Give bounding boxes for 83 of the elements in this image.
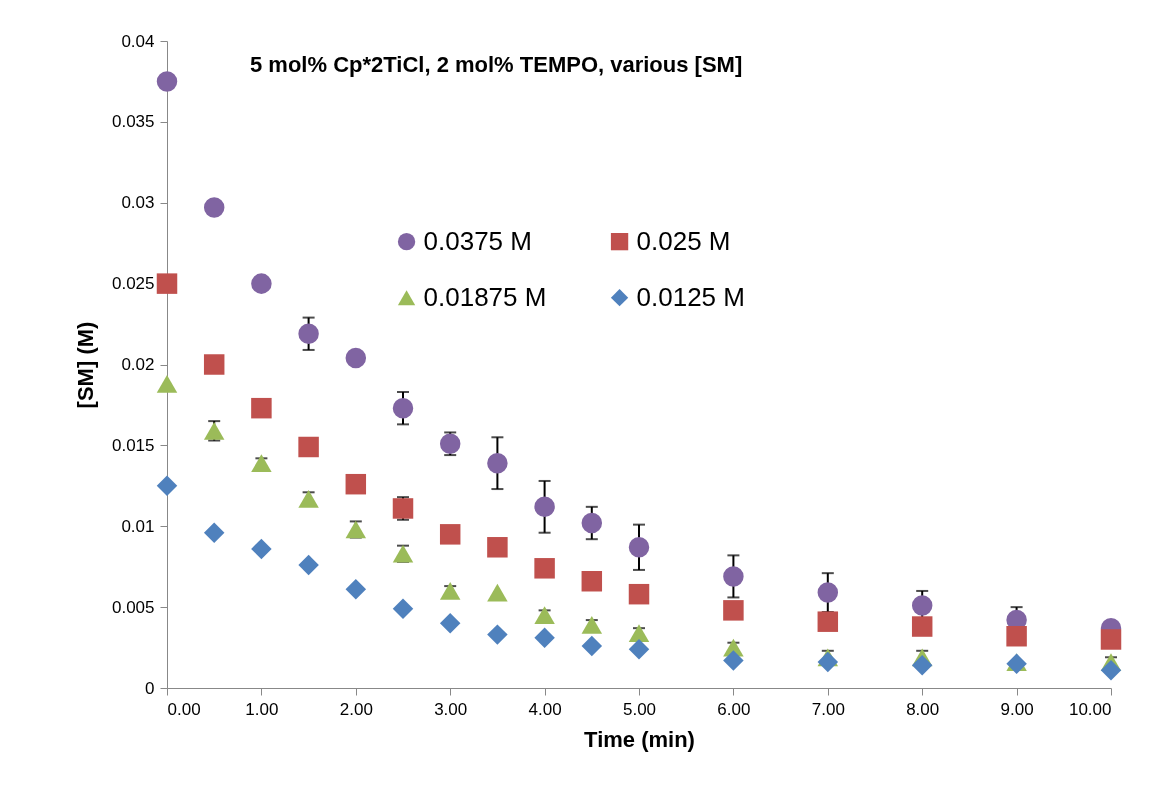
- point: [392, 498, 414, 519]
- x-tick-label: 5.00: [622, 699, 657, 719]
- point: [298, 436, 319, 458]
- point: [911, 595, 933, 616]
- point: [581, 512, 603, 534]
- y-tick-label: 0.005: [111, 597, 155, 617]
- y-tick-label: 0: [145, 678, 155, 698]
- x-axis-title: Time (min): [584, 726, 695, 752]
- text: 5 mol% Cp*2TiCl, 2 mol% TEMPO, various [SM]: [250, 52, 743, 77]
- point: [203, 421, 225, 440]
- point: [487, 624, 508, 645]
- legend-label: 0.0125 M: [636, 281, 745, 312]
- point: [203, 197, 225, 218]
- point: [1100, 659, 1122, 681]
- point: [439, 613, 461, 634]
- point: [723, 600, 744, 621]
- point: [156, 475, 178, 497]
- point: [817, 582, 839, 603]
- x-tick-label: 2.00: [339, 699, 373, 719]
- point: [817, 611, 839, 632]
- point: [487, 583, 508, 602]
- point: [345, 520, 367, 539]
- point: [203, 354, 225, 375]
- y-tick-label: 0.02: [121, 355, 155, 374]
- x-tick-label: 8.00: [906, 699, 940, 719]
- x-tick-label: 1.00: [245, 699, 279, 719]
- point: [628, 537, 650, 558]
- point: [298, 323, 319, 344]
- point: [534, 496, 555, 518]
- point: [345, 473, 367, 495]
- y-tick-label: 0.04: [121, 31, 155, 51]
- x-tick-label: 0.00: [167, 699, 201, 719]
- point: [581, 571, 603, 592]
- x-tick-label: 9.00: [1000, 699, 1034, 719]
- point: [628, 624, 650, 642]
- y-tick-label: 0.01: [121, 516, 155, 536]
- point: [817, 651, 839, 673]
- point: [439, 524, 461, 545]
- x-tick-label: 4.00: [528, 699, 562, 719]
- x-tick-label: 3.00: [434, 699, 468, 719]
- point: [581, 616, 603, 634]
- y-tick-label: 0.03: [121, 193, 155, 213]
- y-tick-label: 0.025: [111, 274, 155, 294]
- point: [534, 558, 555, 579]
- point: [628, 638, 650, 660]
- point: [534, 606, 555, 625]
- point: [723, 566, 744, 587]
- point: [156, 273, 178, 294]
- point: [487, 537, 508, 558]
- point: [392, 397, 414, 419]
- point: [156, 375, 178, 393]
- point: [439, 582, 461, 600]
- point: [534, 627, 555, 649]
- point: [581, 635, 603, 657]
- point: [911, 655, 933, 676]
- x-tick-label: 6.00: [717, 699, 751, 719]
- legend-label: 0.025 M: [636, 225, 731, 256]
- point: [203, 522, 225, 543]
- y-tick-label: 0.035: [111, 112, 155, 132]
- point: [251, 273, 272, 294]
- point: [439, 433, 461, 454]
- point: [392, 598, 414, 619]
- point: [345, 347, 367, 369]
- point: [392, 544, 414, 563]
- point: [911, 616, 933, 637]
- point: [345, 579, 367, 600]
- point: [487, 452, 508, 474]
- point: [251, 397, 272, 419]
- x-tick-label: 7.00: [811, 699, 845, 719]
- point: [298, 489, 319, 508]
- point: [723, 650, 744, 671]
- point: [298, 554, 319, 576]
- y-tick-label: 0.015: [111, 435, 155, 455]
- point: [251, 538, 272, 560]
- point: [156, 71, 178, 92]
- legend-label: 0.01875 M: [423, 281, 547, 312]
- x-tick-label: 10.00: [1068, 699, 1112, 719]
- point: [251, 454, 272, 473]
- point: [628, 583, 650, 605]
- y-axis-title: [SM] (M): [72, 321, 98, 409]
- point: [1100, 629, 1122, 650]
- point: [1006, 625, 1027, 647]
- legend-label: 0.0375 M: [423, 225, 532, 256]
